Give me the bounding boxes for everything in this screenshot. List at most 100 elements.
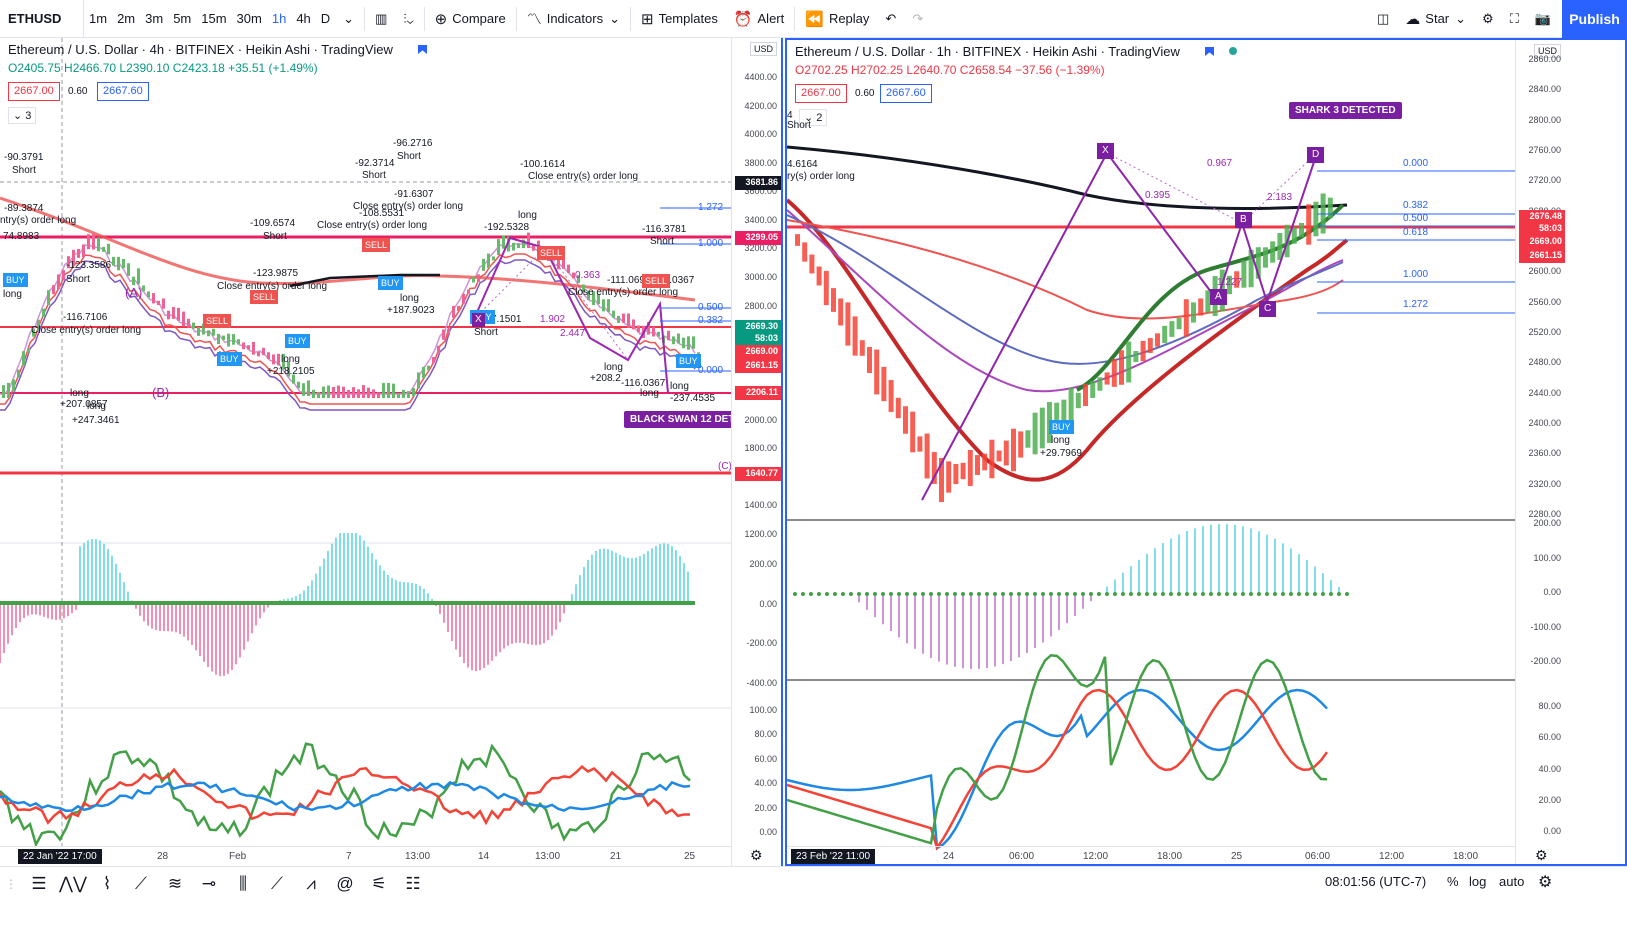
candle	[1140, 340, 1146, 362]
settings-gear-icon[interactable]: ⚙	[1482, 10, 1494, 26]
flag-icon[interactable]	[1205, 47, 1214, 56]
interval-30m[interactable]: 30m	[236, 11, 262, 26]
trade-annotation: Short	[12, 165, 36, 176]
zero-dot	[1305, 592, 1309, 596]
camera-icon[interactable]: 📷	[1534, 10, 1551, 26]
sliders-icon[interactable]: ⚟	[371, 873, 387, 893]
candle	[282, 353, 285, 370]
star-button[interactable]: ☁ Star ⌄	[1405, 10, 1467, 28]
candle	[1032, 412, 1038, 455]
price-tag: 3681.86	[735, 176, 781, 190]
percent-toggle[interactable]: %	[1447, 874, 1459, 889]
left-indicator-toggle[interactable]: ⌄ 3	[8, 107, 37, 124]
right-indicator-toggle[interactable]: ⌄ 2	[799, 109, 828, 126]
horizontal-ray-icon[interactable]: ⊸	[201, 873, 217, 893]
right-chart-canvas[interactable]	[787, 40, 1573, 866]
bar-style-icon[interactable]: ▥	[375, 10, 388, 26]
clock-display[interactable]: 08:01:56 (UTC-7)	[1325, 874, 1427, 889]
auto-toggle[interactable]: auto	[1499, 874, 1525, 889]
left-time-axis[interactable]: 28 Feb 7 13:00 14 13:00 21 25 22 Jan '22 17:00	[0, 846, 731, 866]
pattern-point-b: B	[1235, 212, 1252, 228]
menu-lines-icon[interactable]: ☰	[31, 873, 47, 893]
interval-1h[interactable]: 1h	[271, 11, 287, 26]
log-toggle[interactable]: log	[1469, 874, 1487, 889]
zero-dot	[1225, 592, 1229, 596]
candle	[657, 331, 660, 337]
alert-button[interactable]: ⏰ Alert	[733, 10, 785, 28]
price-tick: 2560.00	[1528, 296, 1561, 307]
left-chart-panel[interactable]: Ethereum / U.S. Dollar · 4h · BITFINEX ·…	[0, 38, 783, 866]
candle	[607, 299, 610, 313]
right-ask-box[interactable]: 2667.60	[880, 84, 932, 103]
indicators-button[interactable]: 〽 Indicators ⌄	[519, 0, 628, 38]
zero-dot	[1153, 592, 1157, 596]
candle	[1191, 302, 1196, 323]
currency-selector[interactable]: USD	[749, 42, 777, 56]
interval-5m[interactable]: 5m	[173, 11, 192, 26]
price-tick: 100.00	[1533, 552, 1561, 563]
settings-gear-icon[interactable]: ⚙	[750, 847, 763, 863]
layout-icon[interactable]: ◫	[1377, 10, 1390, 26]
trade-annotation: +247.3461	[72, 415, 120, 426]
candle	[1097, 377, 1103, 391]
candle-style-icon[interactable]: ⫶⌄	[403, 10, 414, 26]
left-price-axis[interactable]: USD 4400.00 4200.00 4000.00 3800.00 3600.00 3…	[731, 38, 781, 866]
left-bid-box[interactable]: 2667.00	[8, 82, 60, 101]
right-price-axis[interactable]: USD 2860.00 2840.00 2800.00 2760.00 2720.00 2…	[1515, 40, 1567, 864]
axis-settings-icon[interactable]: ⚙	[1538, 874, 1553, 891]
replay-button[interactable]: ⏪ Replay	[805, 10, 870, 28]
fib-label: 0.618	[1403, 227, 1429, 238]
candle	[924, 433, 930, 479]
trade-annotation: -116.7106	[63, 312, 108, 323]
candle	[177, 307, 180, 321]
redo-button[interactable]: ↷	[912, 10, 924, 26]
xabcd-pattern-icon[interactable]: ⩘	[306, 873, 316, 893]
candle	[838, 298, 844, 326]
candle	[852, 316, 858, 356]
price-tag: 2669.00	[1519, 235, 1565, 249]
symbol-search[interactable]: ETHUSD	[0, 0, 84, 38]
interval-dropdown[interactable]: ⌄	[343, 10, 355, 26]
trend-line-icon[interactable]: ⟋	[135, 873, 147, 893]
drag-handle-icon[interactable]: ⋮	[5, 876, 17, 891]
zero-dot	[1177, 592, 1181, 596]
price-tick: 80.00	[1538, 701, 1561, 711]
interval-D[interactable]: D	[320, 11, 331, 26]
candle	[322, 386, 325, 398]
fullscreen-icon[interactable]: ⛶	[1509, 10, 1519, 26]
interval-4h[interactable]: 4h	[296, 11, 311, 26]
spiral-icon[interactable]: @	[336, 873, 354, 893]
undo-button[interactable]: ↶	[885, 10, 897, 26]
elliott-wave-icon[interactable]: ⌇	[102, 873, 112, 893]
fib-channel-icon[interactable]: ≋	[167, 873, 183, 893]
replay-icon: ⏪	[805, 10, 824, 28]
settings-gear-icon[interactable]: ⚙	[1535, 847, 1548, 863]
interval-1m[interactable]: 1m	[89, 11, 108, 26]
candle	[1205, 290, 1211, 313]
trade-annotation: -111.0693	[607, 275, 651, 286]
right-chart-panel[interactable]: Ethereum / U.S. Dollar · 1h · BITFINEX ·…	[785, 38, 1627, 866]
left-chart-canvas[interactable]	[0, 38, 731, 866]
templates-button[interactable]: ⊞ Templates	[641, 10, 718, 28]
left-ask-box[interactable]: 2667.60	[97, 82, 149, 101]
candle	[809, 254, 815, 274]
candle	[1126, 341, 1132, 383]
right-time-axis[interactable]: 24 06:00 12:00 18:00 25 06:00 12:00 18:00 23 Feb…	[787, 846, 1515, 864]
harmonic-pattern	[921, 151, 1318, 501]
candle	[27, 348, 30, 353]
interval-3m[interactable]: 3m	[145, 11, 164, 26]
signal-buy: BUY	[676, 354, 701, 368]
flag-icon[interactable]	[418, 45, 427, 54]
interval-15m[interactable]: 15m	[201, 11, 227, 26]
candle	[97, 237, 100, 252]
publish-button[interactable]: Publish	[1562, 0, 1627, 38]
interval-2m[interactable]: 2m	[117, 11, 136, 26]
currency-selector[interactable]: USD	[1533, 44, 1561, 58]
right-bid-box[interactable]: 2667.00	[795, 84, 847, 103]
compare-button[interactable]: ⊕ Compare	[434, 10, 506, 28]
gantt-icon[interactable]: ☷	[405, 873, 421, 893]
ray-icon[interactable]: ⟋	[271, 873, 283, 893]
pattern-tool-icon[interactable]: ⋀⋁	[59, 873, 87, 893]
price-tick: 3400.00	[744, 214, 777, 225]
bars-pattern-icon[interactable]: ⫼	[239, 873, 247, 893]
